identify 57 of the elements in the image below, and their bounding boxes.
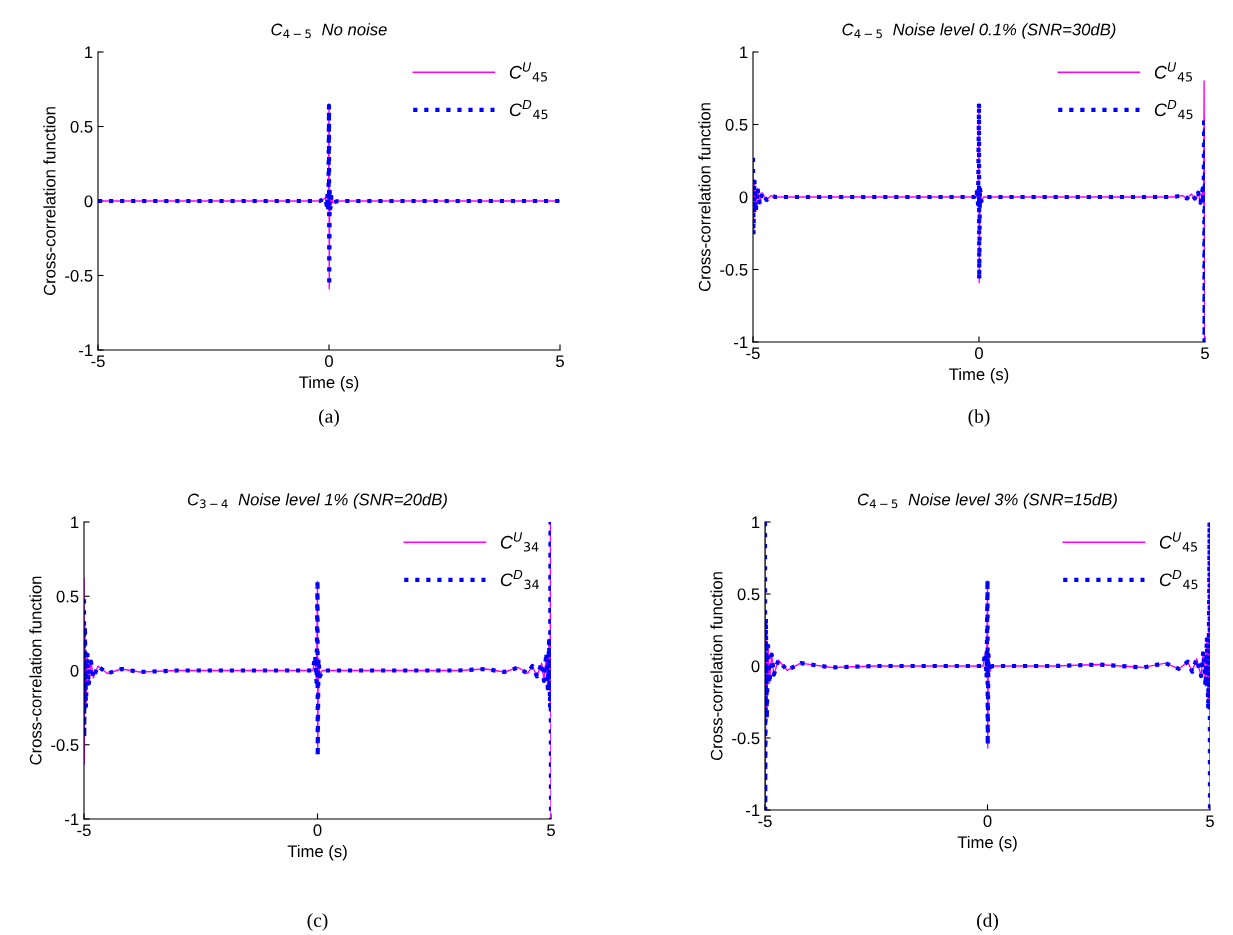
y-tick-label: 1 (71, 516, 79, 529)
legend-label: C$^{D}$$_{34}$ (500, 569, 539, 590)
legend-label: C$^{U}$$_{45}$ (1159, 532, 1198, 552)
y-tick-label: 0.5 (725, 118, 748, 131)
y-tick-label: -1 (65, 813, 79, 826)
y-tick-label: -1 (746, 804, 760, 817)
x-tick-label: -5 (77, 824, 91, 837)
text: (c) (307, 913, 328, 931)
y-tick-label: 1 (740, 46, 748, 59)
x-tick-label: 5 (1206, 815, 1214, 828)
legend-label: C$^{U}$$_{45}$ (509, 62, 548, 82)
y-tick-label: 0.5 (70, 120, 93, 133)
y-tick-label: -1 (734, 336, 748, 349)
x-tick-label: 0 (325, 355, 333, 368)
y-axis-title: Cross-correlation function (710, 572, 723, 761)
legend-label: C$^{U}$$_{34}$ (500, 532, 539, 552)
text: (b) (968, 409, 990, 427)
y-axis-title: Cross-correlation function (29, 576, 42, 765)
y-axis-title: Cross-correlation function (43, 107, 56, 296)
y-tick-label: -0.5 (732, 732, 760, 745)
legend-label: C$^{D}$$_{45}$ (1159, 569, 1198, 590)
x-axis-title: Time (s) (949, 367, 1009, 384)
y-tick-label: 1 (85, 46, 93, 59)
y-tick-label: -0.5 (65, 269, 93, 282)
legend-label: C$^{U}$$_{45}$ (1154, 62, 1193, 82)
x-tick-label: 5 (556, 355, 564, 368)
line-series (84, 522, 551, 819)
text: (a) (319, 409, 339, 427)
y-tick-label: -0.5 (51, 739, 79, 751)
x-tick-label: -5 (758, 815, 772, 828)
x-axis-title: Time (s) (299, 375, 359, 392)
y-tick-label: -0.5 (720, 263, 748, 276)
legend-label: C$^{D}$$_{45}$ (1154, 99, 1193, 120)
chart-title: C$_{4−5}$ No noise (271, 23, 387, 39)
y-tick-label: 1 (752, 516, 760, 529)
y-tick-label: 0 (751, 660, 760, 673)
x-tick-label: 5 (547, 824, 555, 837)
y-tick-label: 0 (70, 664, 79, 677)
legend-label: C$^{D}$$_{45}$ (509, 99, 548, 120)
text: (d) (977, 913, 998, 931)
x-tick-label: 0 (975, 347, 983, 360)
x-tick-label: 0 (313, 824, 322, 837)
y-tick-label: 0 (84, 195, 93, 208)
y-axis-title: Cross-correlation function (698, 103, 711, 292)
chart-title: C$_{3−4}$ Noise level 1% (SNR=20dB) (187, 493, 447, 509)
x-axis-title: Time (s) (287, 844, 347, 861)
y-tick-label: 0.5 (56, 590, 79, 603)
y-tick-label: 0 (739, 191, 748, 204)
chart-title: C$_{4−5}$ Noise level 0.1% (SNR=30dB) (842, 23, 1116, 39)
y-tick-label: 0.5 (737, 588, 760, 601)
x-tick-label: -5 (91, 355, 105, 368)
chart-title: C$_{4−5}$ Noise level 3% (SNR=15dB) (857, 493, 1117, 509)
x-tick-label: 0 (983, 815, 992, 828)
y-tick-label: -1 (79, 344, 93, 357)
x-tick-label: -5 (746, 347, 760, 360)
x-tick-label: 5 (1201, 347, 1209, 360)
x-axis-title: Time (s) (957, 835, 1017, 852)
